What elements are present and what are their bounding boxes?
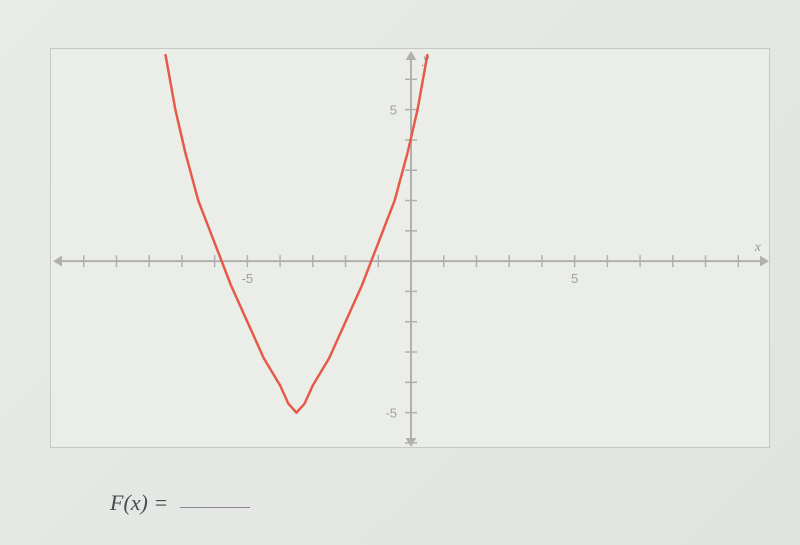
equation-lhs: F(x) = bbox=[110, 490, 174, 515]
y-tick-label: -5 bbox=[385, 406, 397, 421]
x-tick-label: -5 bbox=[242, 271, 254, 286]
chart-frame: -55-55yx bbox=[50, 48, 770, 448]
x-tick-label: 5 bbox=[571, 271, 578, 286]
equation-blank[interactable] bbox=[180, 507, 250, 508]
x-axis-label: x bbox=[754, 240, 762, 255]
parabola-curve bbox=[166, 55, 428, 413]
chart-plot: -55-55yx bbox=[51, 49, 771, 449]
equation-prompt: F(x) = bbox=[110, 490, 250, 516]
y-tick-label: 5 bbox=[390, 103, 397, 118]
